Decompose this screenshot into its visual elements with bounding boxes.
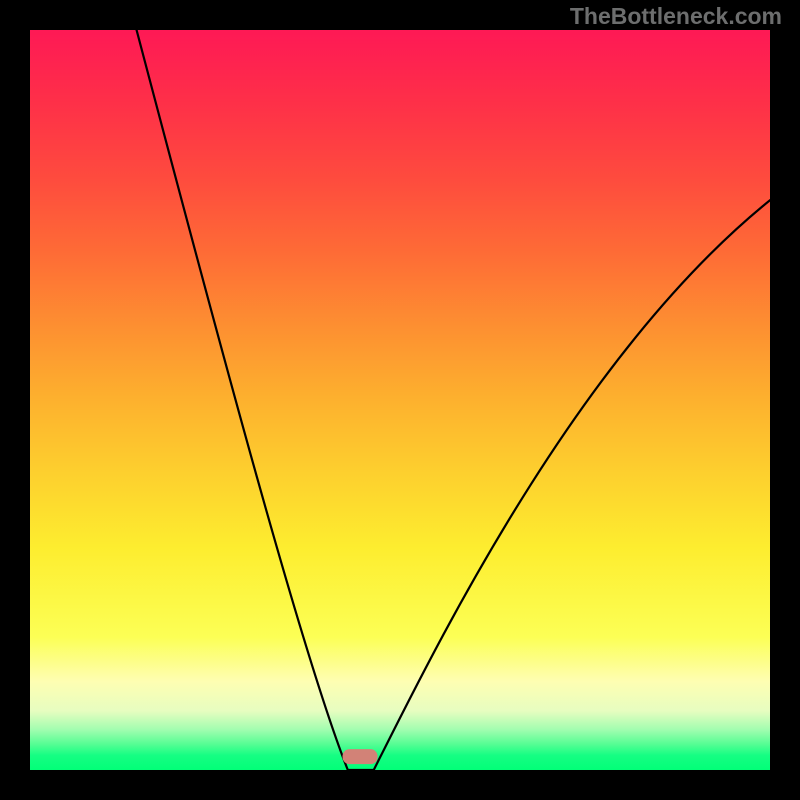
chart-container: TheBottleneck.com (0, 0, 800, 800)
watermark-text: TheBottleneck.com (570, 3, 782, 30)
plot-svg (30, 30, 770, 770)
gradient-background (30, 30, 770, 770)
plot-area (30, 30, 770, 770)
dip-marker (343, 749, 378, 764)
